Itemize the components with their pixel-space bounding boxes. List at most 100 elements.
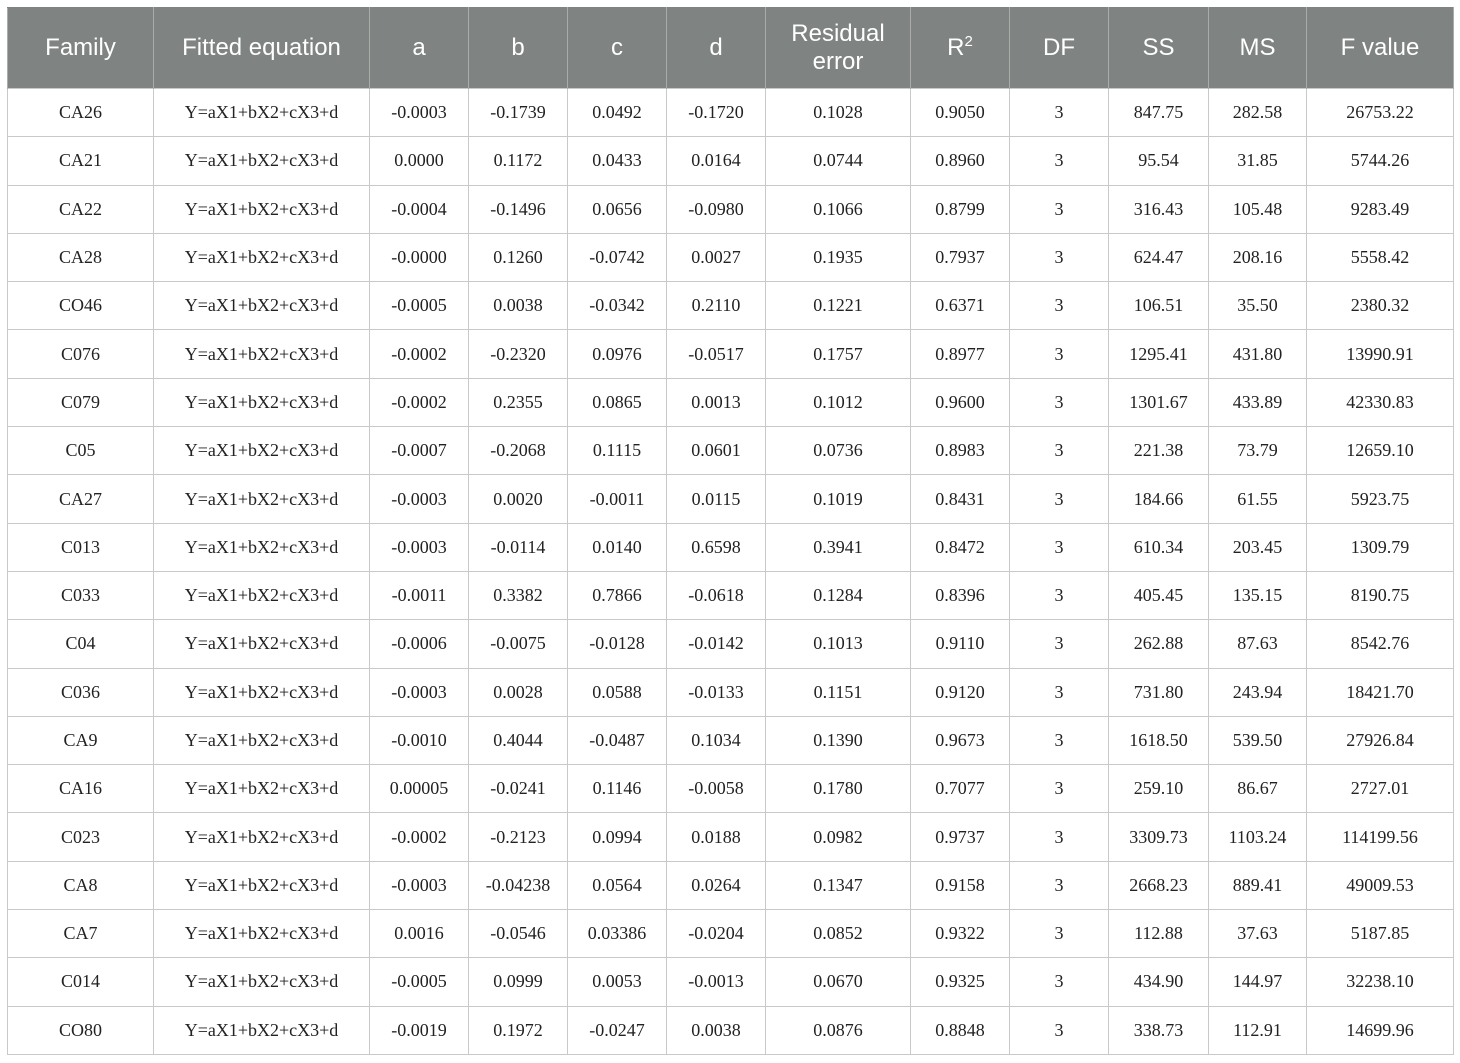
cell-residual-error: 0.0852 bbox=[765, 909, 911, 959]
cell-family: CA8 bbox=[7, 860, 154, 911]
cell-df: 3 bbox=[1009, 232, 1109, 283]
table-row: C036 Y=aX1+bX2+cX3+d -0.0003 0.0028 0.0588 -0… bbox=[7, 667, 1454, 717]
cell-df: 3 bbox=[1009, 667, 1109, 717]
cell-residual-error: 0.1013 bbox=[765, 619, 911, 669]
cell-b: 0.4044 bbox=[468, 715, 568, 766]
header-residual-line1: Residual bbox=[791, 20, 885, 47]
cell-residual-error: 0.3941 bbox=[765, 522, 911, 572]
cell-fitted-equation: Y=aX1+bX2+cX3+d bbox=[153, 812, 370, 862]
header-ms: MS bbox=[1208, 7, 1307, 89]
cell-ms: 431.80 bbox=[1208, 329, 1307, 379]
cell-ms: 243.94 bbox=[1208, 667, 1307, 717]
cell-ss: 434.90 bbox=[1108, 957, 1209, 1007]
cell-ss: 1295.41 bbox=[1108, 329, 1209, 379]
cell-a: -0.0003 bbox=[369, 522, 469, 572]
cell-ss: 95.54 bbox=[1108, 136, 1209, 186]
cell-ms: 61.55 bbox=[1208, 474, 1307, 524]
cell-ms: 86.67 bbox=[1208, 764, 1307, 814]
cell-b: 0.2355 bbox=[468, 377, 568, 428]
cell-ms: 105.48 bbox=[1208, 184, 1307, 234]
header-a: a bbox=[369, 7, 469, 89]
fitted-equation-table: Family Fitted equation a b c d Residual … bbox=[7, 7, 1454, 1055]
cell-fitted-equation: Y=aX1+bX2+cX3+d bbox=[153, 87, 370, 138]
cell-ms: 112.91 bbox=[1208, 1005, 1307, 1055]
cell-fitted-equation: Y=aX1+bX2+cX3+d bbox=[153, 1005, 370, 1055]
header-r-squared-superscript: 2 bbox=[964, 33, 973, 50]
cell-df: 3 bbox=[1009, 570, 1109, 621]
cell-d: 0.2110 bbox=[666, 281, 766, 331]
cell-b: -0.0075 bbox=[468, 619, 568, 669]
cell-ss: 184.66 bbox=[1108, 474, 1209, 524]
cell-c: -0.0128 bbox=[567, 619, 667, 669]
cell-fitted-equation: Y=aX1+bX2+cX3+d bbox=[153, 136, 370, 186]
cell-residual-error: 0.1284 bbox=[765, 570, 911, 621]
cell-family: CA9 bbox=[7, 715, 154, 766]
cell-df: 3 bbox=[1009, 957, 1109, 1007]
cell-a: -0.0010 bbox=[369, 715, 469, 766]
cell-f-value: 5187.85 bbox=[1306, 909, 1454, 959]
cell-b: 0.1972 bbox=[468, 1005, 568, 1055]
table-row: C05 Y=aX1+bX2+cX3+d -0.0007 -0.2068 0.1115 0.… bbox=[7, 426, 1454, 476]
cell-residual-error: 0.1028 bbox=[765, 87, 911, 138]
cell-ms: 539.50 bbox=[1208, 715, 1307, 766]
cell-df: 3 bbox=[1009, 764, 1109, 814]
table-row: C076 Y=aX1+bX2+cX3+d -0.0002 -0.2320 0.0976-… bbox=[7, 329, 1454, 379]
cell-d: -0.0980 bbox=[666, 184, 766, 234]
cell-f-value: 14699.96 bbox=[1306, 1005, 1454, 1055]
table-row: CA26 Y=aX1+bX2+cX3+d -0.0003 -0.1739 0.0492-… bbox=[7, 87, 1454, 138]
cell-c: 0.0994 bbox=[567, 812, 667, 862]
header-df: DF bbox=[1009, 7, 1109, 89]
cell-fitted-equation: Y=aX1+bX2+cX3+d bbox=[153, 377, 370, 428]
cell-df: 3 bbox=[1009, 426, 1109, 476]
cell-ms: 135.15 bbox=[1208, 570, 1307, 621]
cell-r-squared: 0.7937 bbox=[910, 232, 1010, 283]
cell-f-value: 5558.42 bbox=[1306, 232, 1454, 283]
cell-c: 0.7866 bbox=[567, 570, 667, 621]
cell-family: C04 bbox=[7, 619, 154, 669]
header-r-squared: R2 bbox=[910, 7, 1010, 89]
cell-f-value: 2380.32 bbox=[1306, 281, 1454, 331]
cell-c: 0.0053 bbox=[567, 957, 667, 1007]
cell-ms: 1103.24 bbox=[1208, 812, 1307, 862]
cell-f-value: 8190.75 bbox=[1306, 570, 1454, 621]
cell-r-squared: 0.8396 bbox=[910, 570, 1010, 621]
cell-f-value: 18421.70 bbox=[1306, 667, 1454, 717]
cell-residual-error: 0.1780 bbox=[765, 764, 911, 814]
cell-ms: 87.63 bbox=[1208, 619, 1307, 669]
cell-ms: 433.89 bbox=[1208, 377, 1307, 428]
table-row: CO80 Y=aX1+bX2+cX3+d -0.0019 0.1972 -0.0247 0… bbox=[7, 1005, 1454, 1055]
cell-fitted-equation: Y=aX1+bX2+cX3+d bbox=[153, 909, 370, 959]
cell-residual-error: 0.1012 bbox=[765, 377, 911, 428]
cell-family: CA7 bbox=[7, 909, 154, 959]
cell-f-value: 5923.75 bbox=[1306, 474, 1454, 524]
cell-c: 0.0564 bbox=[567, 860, 667, 911]
cell-c: 0.0140 bbox=[567, 522, 667, 572]
cell-c: 0.0656 bbox=[567, 184, 667, 234]
cell-d: 0.1034 bbox=[666, 715, 766, 766]
cell-r-squared: 0.8960 bbox=[910, 136, 1010, 186]
cell-r-squared: 0.9120 bbox=[910, 667, 1010, 717]
header-ss: SS bbox=[1108, 7, 1209, 89]
cell-c: 0.0865 bbox=[567, 377, 667, 428]
cell-d: 0.0038 bbox=[666, 1005, 766, 1055]
cell-b: -0.2320 bbox=[468, 329, 568, 379]
cell-r-squared: 0.9325 bbox=[910, 957, 1010, 1007]
cell-d: -0.0618 bbox=[666, 570, 766, 621]
cell-d: 0.0164 bbox=[666, 136, 766, 186]
cell-d: -0.0058 bbox=[666, 764, 766, 814]
cell-a: -0.0000 bbox=[369, 232, 469, 283]
cell-c: -0.0342 bbox=[567, 281, 667, 331]
cell-f-value: 13990.91 bbox=[1306, 329, 1454, 379]
cell-fitted-equation: Y=aX1+bX2+cX3+d bbox=[153, 522, 370, 572]
cell-d: 0.0013 bbox=[666, 377, 766, 428]
cell-a: -0.0002 bbox=[369, 329, 469, 379]
cell-fitted-equation: Y=aX1+bX2+cX3+d bbox=[153, 570, 370, 621]
cell-df: 3 bbox=[1009, 1005, 1109, 1055]
cell-b: -0.0114 bbox=[468, 522, 568, 572]
cell-family: CA27 bbox=[7, 474, 154, 524]
cell-f-value: 9283.49 bbox=[1306, 184, 1454, 234]
cell-residual-error: 0.0876 bbox=[765, 1005, 911, 1055]
table-row: C013 Y=aX1+bX2+cX3+d -0.0003 -0.0114 0.0140 0… bbox=[7, 522, 1454, 572]
cell-ss: 3309.73 bbox=[1108, 812, 1209, 862]
cell-b: -0.2068 bbox=[468, 426, 568, 476]
